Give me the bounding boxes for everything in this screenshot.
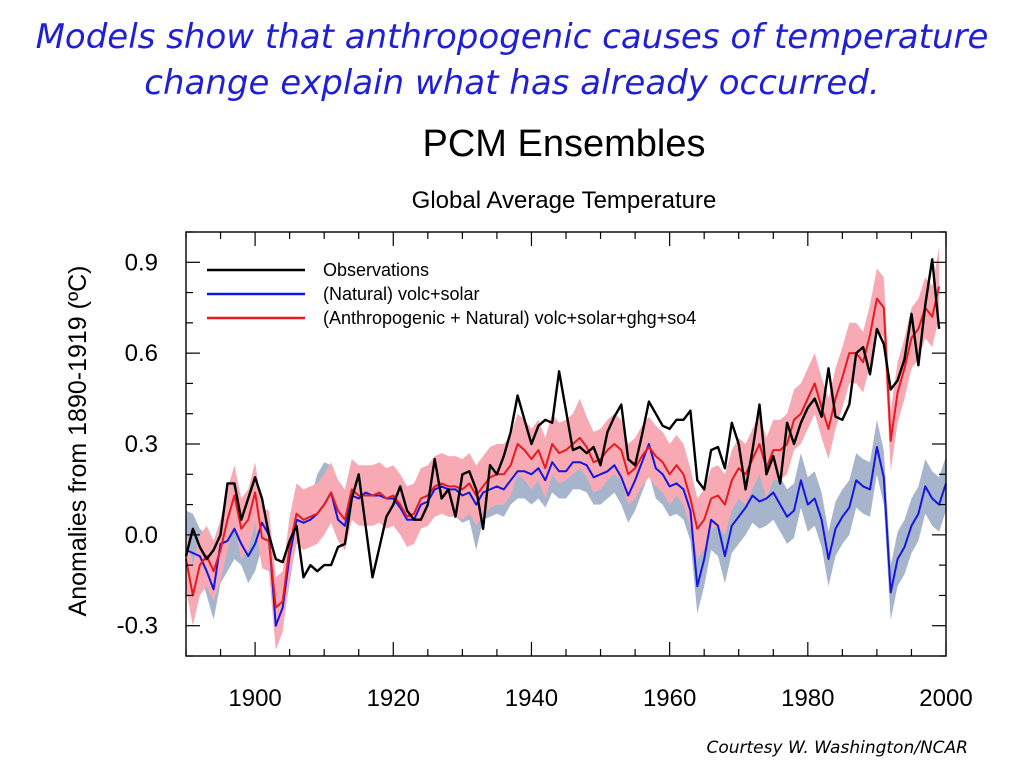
x-tick-label: 1980 xyxy=(781,685,834,712)
plot-axes: 1900 1920 1940 1960 1980 2000 -0.3 0.0 0.3 0.6 0.9 xyxy=(117,231,973,712)
y-axis-label: Anomalies from 1890-1919 (ºC) xyxy=(64,266,92,617)
headline-line-2: change explain what has already occurred… xyxy=(144,63,880,103)
natural-series-line xyxy=(185,443,947,627)
anthropogenic-band-area xyxy=(186,247,940,650)
y-tick-label: 0.6 xyxy=(125,340,158,367)
ensemble-bands xyxy=(186,247,946,650)
anthropogenic-series-line xyxy=(185,286,941,609)
chart-legend: Observations (Natural) volc+solar (Anthrop… xyxy=(207,260,696,328)
headline-line-1: Models show that anthropogenic causes of… xyxy=(35,17,989,57)
y-tick-label: 0.3 xyxy=(125,431,158,458)
x-tick-label: 1960 xyxy=(643,685,696,712)
y-tick-label: 0.0 xyxy=(125,522,158,549)
series-lines xyxy=(184,258,947,627)
y-tick-label: -0.3 xyxy=(117,613,158,640)
anthropogenic-legend-label: (Anthropogenic + Natural) volc+solar+ghg… xyxy=(323,308,696,328)
slide-headline: Models show that anthropogenic causes of… xyxy=(0,14,1024,106)
chart-subtitle: Global Average Temperature xyxy=(412,187,717,214)
chart-title: PCM Ensembles xyxy=(423,123,706,165)
x-tick-label: 1940 xyxy=(505,685,558,712)
observations-legend-label: Observations xyxy=(323,260,429,280)
y-tick-label: 0.9 xyxy=(125,249,158,276)
natural-legend-label: (Natural) volc+solar xyxy=(323,284,480,304)
x-tick-label: 1920 xyxy=(367,685,420,712)
x-tick-label: 1900 xyxy=(228,685,281,712)
x-tick-label: 2000 xyxy=(919,685,972,712)
credit-text: Courtesy W. Washington/NCAR xyxy=(706,738,968,758)
observations-series-line xyxy=(184,258,941,579)
